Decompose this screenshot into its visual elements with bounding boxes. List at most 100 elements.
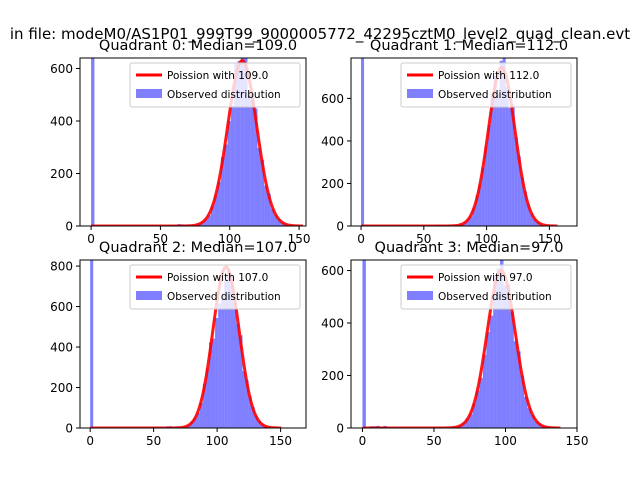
y-tick-label: 0 bbox=[336, 220, 344, 234]
subplot-title: Quadrant 0: Median=109.0 bbox=[99, 38, 297, 54]
x-tick-label: 0 bbox=[359, 434, 367, 448]
poisson-curve bbox=[361, 65, 558, 226]
histogram-bar bbox=[482, 354, 487, 428]
subplot-2: 0 50 100 150 0 200 400 600 800 Quadrant 2: Median… bbox=[50, 240, 307, 448]
x-tick-label: 50 bbox=[426, 434, 441, 448]
histogram-bar bbox=[248, 396, 252, 428]
histogram-bar bbox=[520, 375, 525, 428]
x-tick-label: 50 bbox=[153, 232, 168, 246]
legend-swatch-observed bbox=[136, 291, 162, 300]
histogram-bar bbox=[220, 157, 225, 226]
histogram-bar bbox=[233, 302, 237, 428]
histogram-bar bbox=[207, 215, 211, 226]
figure-suptitle: in file: modeM0/AS1P01_999T99_9000005772… bbox=[10, 25, 630, 44]
histogram-bar bbox=[193, 417, 197, 428]
histogram-bar bbox=[362, 260, 366, 428]
histogram-bar bbox=[215, 317, 219, 428]
histogram-bar bbox=[230, 105, 235, 226]
histogram-bar bbox=[210, 205, 215, 226]
x-tick-label: 150 bbox=[538, 232, 561, 246]
x-tick-label: 0 bbox=[357, 232, 365, 246]
histogram-bar bbox=[502, 58, 506, 226]
histogram-bar bbox=[236, 323, 240, 428]
y-tick-label: 600 bbox=[50, 300, 73, 314]
x-tick-label: 150 bbox=[288, 232, 311, 246]
histogram-bar bbox=[537, 423, 542, 428]
histogram-bar bbox=[270, 208, 275, 226]
x-tick-label: 150 bbox=[269, 434, 292, 448]
histogram-bar bbox=[250, 93, 255, 226]
histogram-bar bbox=[508, 107, 512, 226]
histogram-bar bbox=[224, 144, 228, 226]
histogram-bar bbox=[280, 222, 285, 226]
subplot-3: 0 50 100 150 0 200 400 600 Quadrant 3: Median=97… bbox=[321, 240, 588, 448]
x-tick-label: 100 bbox=[206, 434, 229, 448]
legend-box bbox=[129, 264, 301, 310]
histogram-bar bbox=[208, 342, 213, 428]
y-tick-label: 400 bbox=[50, 341, 73, 355]
legend: Poission with 109.0 Observed distribution bbox=[129, 62, 301, 108]
histogram-bar bbox=[490, 94, 494, 226]
histogram-bar bbox=[505, 87, 509, 226]
histogram-bar bbox=[245, 380, 249, 428]
histogram-bar bbox=[523, 191, 527, 226]
y-tick-label: 0 bbox=[65, 422, 73, 436]
y-tick-label: 0 bbox=[336, 422, 344, 436]
histogram-bar bbox=[530, 415, 535, 428]
poisson-curve bbox=[91, 59, 304, 226]
histogram-bar bbox=[503, 285, 507, 428]
histogram-bar bbox=[91, 58, 95, 226]
histogram-bar bbox=[274, 215, 278, 226]
subplot-0: 0 50 100 150 0 200 400 600 Quadrant 0: Median=10… bbox=[50, 38, 310, 246]
legend-label-observed: Observed distribution bbox=[438, 291, 552, 303]
histogram-bar bbox=[520, 177, 524, 226]
x-tick-label: 50 bbox=[146, 434, 161, 448]
histogram-bar bbox=[472, 403, 477, 428]
histogram-bar bbox=[264, 185, 268, 226]
histogram-bar bbox=[510, 312, 514, 428]
x-tick-label: 0 bbox=[87, 232, 95, 246]
legend-swatch-observed bbox=[407, 89, 433, 98]
histogram-bar bbox=[469, 414, 473, 428]
histogram-bar bbox=[240, 58, 245, 226]
histogram-bar bbox=[529, 213, 533, 226]
histogram-bar bbox=[496, 94, 500, 226]
histogram-bar bbox=[534, 421, 538, 428]
legend-label-poisson: Poission with 97.0 bbox=[438, 272, 533, 284]
legend-label-poisson: Poission with 112.0 bbox=[438, 70, 539, 82]
histogram-bar bbox=[239, 335, 243, 428]
histogram-bar bbox=[486, 332, 490, 428]
legend: Poission with 97.0 Observed distribution bbox=[400, 264, 572, 310]
y-tick-label: 200 bbox=[50, 167, 73, 181]
histogram-bar bbox=[257, 147, 261, 226]
y-tick-label: 0 bbox=[65, 220, 73, 234]
y-tick-label: 200 bbox=[321, 177, 344, 191]
legend-label-observed: Observed distribution bbox=[167, 291, 281, 303]
plot-area-0 bbox=[91, 58, 304, 226]
histogram-bar bbox=[200, 222, 205, 226]
legend: Poission with 112.0 Observed distribution bbox=[400, 62, 572, 108]
histogram-bar bbox=[499, 60, 503, 226]
y-tick-label: 400 bbox=[321, 134, 344, 148]
axes-frame bbox=[79, 57, 307, 227]
plot-area-2 bbox=[90, 260, 282, 428]
axes-frame bbox=[350, 57, 578, 227]
histogram-bar bbox=[205, 368, 209, 428]
y-tick-label: 600 bbox=[321, 92, 344, 106]
histogram-bar bbox=[227, 269, 231, 428]
histogram-bar bbox=[527, 408, 531, 428]
poisson-curve bbox=[90, 265, 282, 428]
histogram-bar bbox=[247, 94, 251, 226]
histogram-bar bbox=[489, 315, 494, 428]
histogram-bar bbox=[484, 146, 488, 226]
legend-swatch-observed bbox=[407, 291, 433, 300]
plot-area-3 bbox=[362, 260, 561, 428]
legend-swatch-observed bbox=[136, 89, 162, 98]
histogram-bar bbox=[479, 377, 483, 428]
histogram-bar bbox=[361, 58, 365, 226]
subplot-title: Quadrant 3: Median=97.0 bbox=[375, 240, 564, 256]
legend-label-poisson: Poission with 109.0 bbox=[167, 70, 268, 82]
histogram-bar bbox=[199, 402, 203, 428]
histogram-bar bbox=[221, 293, 225, 428]
histogram-bar bbox=[493, 275, 497, 428]
